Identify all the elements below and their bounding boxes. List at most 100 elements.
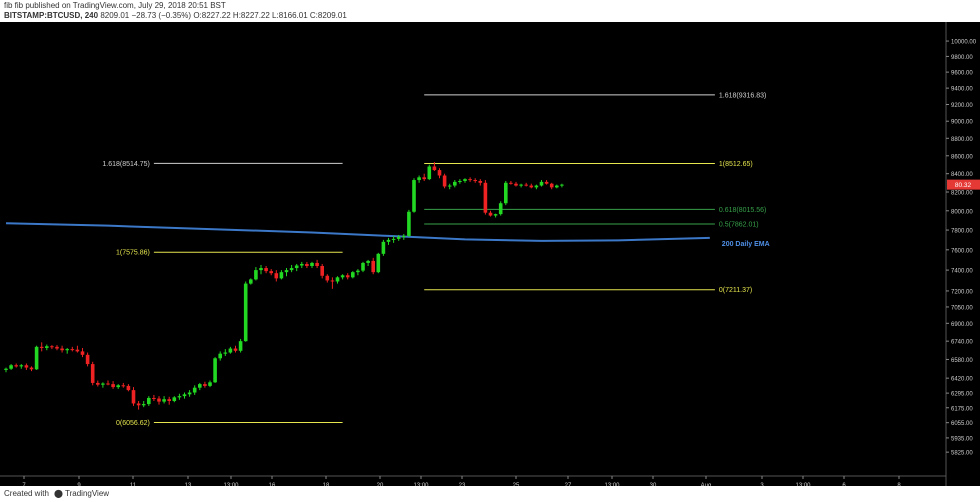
candle-body [549,183,554,188]
candle-body [514,183,518,186]
candle-body [361,262,365,271]
fib-level-label: 0.5(7862.01) [719,222,759,229]
ema-label: 200 Daily EMA [722,241,770,248]
y-tick-label: 8600.00 [951,154,973,160]
candle-body [504,182,508,204]
y-tick-label: 6175.00 [951,406,973,412]
candle-body [141,404,146,406]
candle-body [101,383,105,385]
candle-body [90,364,95,383]
y-tick-label: 7200.00 [951,289,973,295]
candle-body [85,354,90,365]
y-tick-label: 8200.00 [951,191,973,197]
candle-body [29,367,34,370]
candle-body [14,365,18,367]
candle-body [60,348,64,351]
y-tick-label: 9000.00 [951,120,973,126]
candle-body [351,272,355,278]
candle-body [391,238,396,240]
candle-body [356,270,360,273]
candle-body [402,235,406,237]
y-tick-label: 9800.00 [951,55,973,61]
candle-body [412,180,416,212]
tradingview-logo-icon[interactable]: ⬤ TradingView [54,489,110,498]
candle-body [269,271,273,274]
candle-body [544,181,549,184]
candle-body [524,184,528,186]
candle-body [213,358,217,383]
tradingview-brand[interactable]: TradingView [65,489,110,498]
created-with-label: Created with [4,489,49,498]
candle-body [381,241,386,254]
candle-body [243,283,248,342]
candle-body [437,170,442,176]
fib-level-label: 1(8512.65) [719,161,753,168]
candle-body [39,346,44,348]
candle-body [126,385,131,391]
candle-body [345,275,350,278]
price-chart[interactable]: 10000.00 9800.00 9600.00 9400.00 9200.00 9000… [0,22,980,492]
candle-body [203,384,207,386]
y-tick-label: 8800.00 [951,137,973,143]
y-tick-label: 6580.00 [951,358,973,364]
y-tick-label: 9600.00 [951,71,973,77]
y-tick-label: 10000.00 [951,40,977,46]
candle-body [453,181,457,186]
candle-body [198,384,202,388]
candle-body [366,260,370,263]
candle-body [300,263,304,266]
candle-body [529,185,534,188]
candle-body [238,341,243,351]
candle-body [24,365,29,368]
candle-body [34,346,39,370]
candle-body [162,399,166,402]
candle-body [305,263,309,267]
y-tick-label: 9200.00 [951,103,973,109]
publish-info: fib fib published on TradingView.com, Ju… [4,1,226,10]
candle-body [208,382,212,386]
fib-level-label: 1.618(9316.83) [719,92,766,99]
candle-body [468,179,472,181]
candle-body [96,382,100,385]
chart-footer: Created with ⬤ TradingView [0,486,980,502]
candle-body [289,268,294,271]
chart-area[interactable]: 10000.00 9800.00 9600.00 9400.00 9200.00 9000… [0,22,980,492]
symbol-info: BITSTAMP:BTCUSD, 240 8209.01 −28.73 (−0.… [4,11,347,21]
candle-body [325,275,330,281]
candle-body [534,185,539,188]
candle-body [498,203,503,215]
candle-body [4,368,8,370]
candle-body [432,166,437,171]
candle-body [187,392,192,395]
candle-body [45,346,49,348]
y-tick-label: 5935.00 [951,436,973,442]
candle-body [315,262,319,267]
candle-body [519,184,523,186]
candle-body [310,262,314,267]
ohlc-values: O:8227.22 H:8227.22 L:8166.01 C:8209.01 [193,11,347,20]
candle-body [131,390,136,404]
price-axis [946,22,980,492]
candle-body [172,397,177,402]
candle-body [70,349,75,351]
candle-body [442,175,447,187]
candle-body [478,180,483,183]
candle-body [9,365,13,369]
candle-body [488,212,493,216]
candle-body [560,184,564,186]
candle-body [264,268,268,272]
y-tick-label: 7800.00 [951,229,973,235]
candle-body [447,185,452,187]
candle-body [223,352,228,354]
candle-body [427,166,432,180]
candle-body [254,270,258,280]
candle-body [335,277,340,282]
candle-body [147,397,151,405]
fib-level-label: 0(6056.62) [116,420,150,427]
candle-body [121,385,126,387]
y-tick-label: 6900.00 [951,322,973,328]
candle-body [483,182,488,213]
candle-body [555,185,559,188]
candle-body [376,253,381,273]
candle-body [228,348,233,353]
